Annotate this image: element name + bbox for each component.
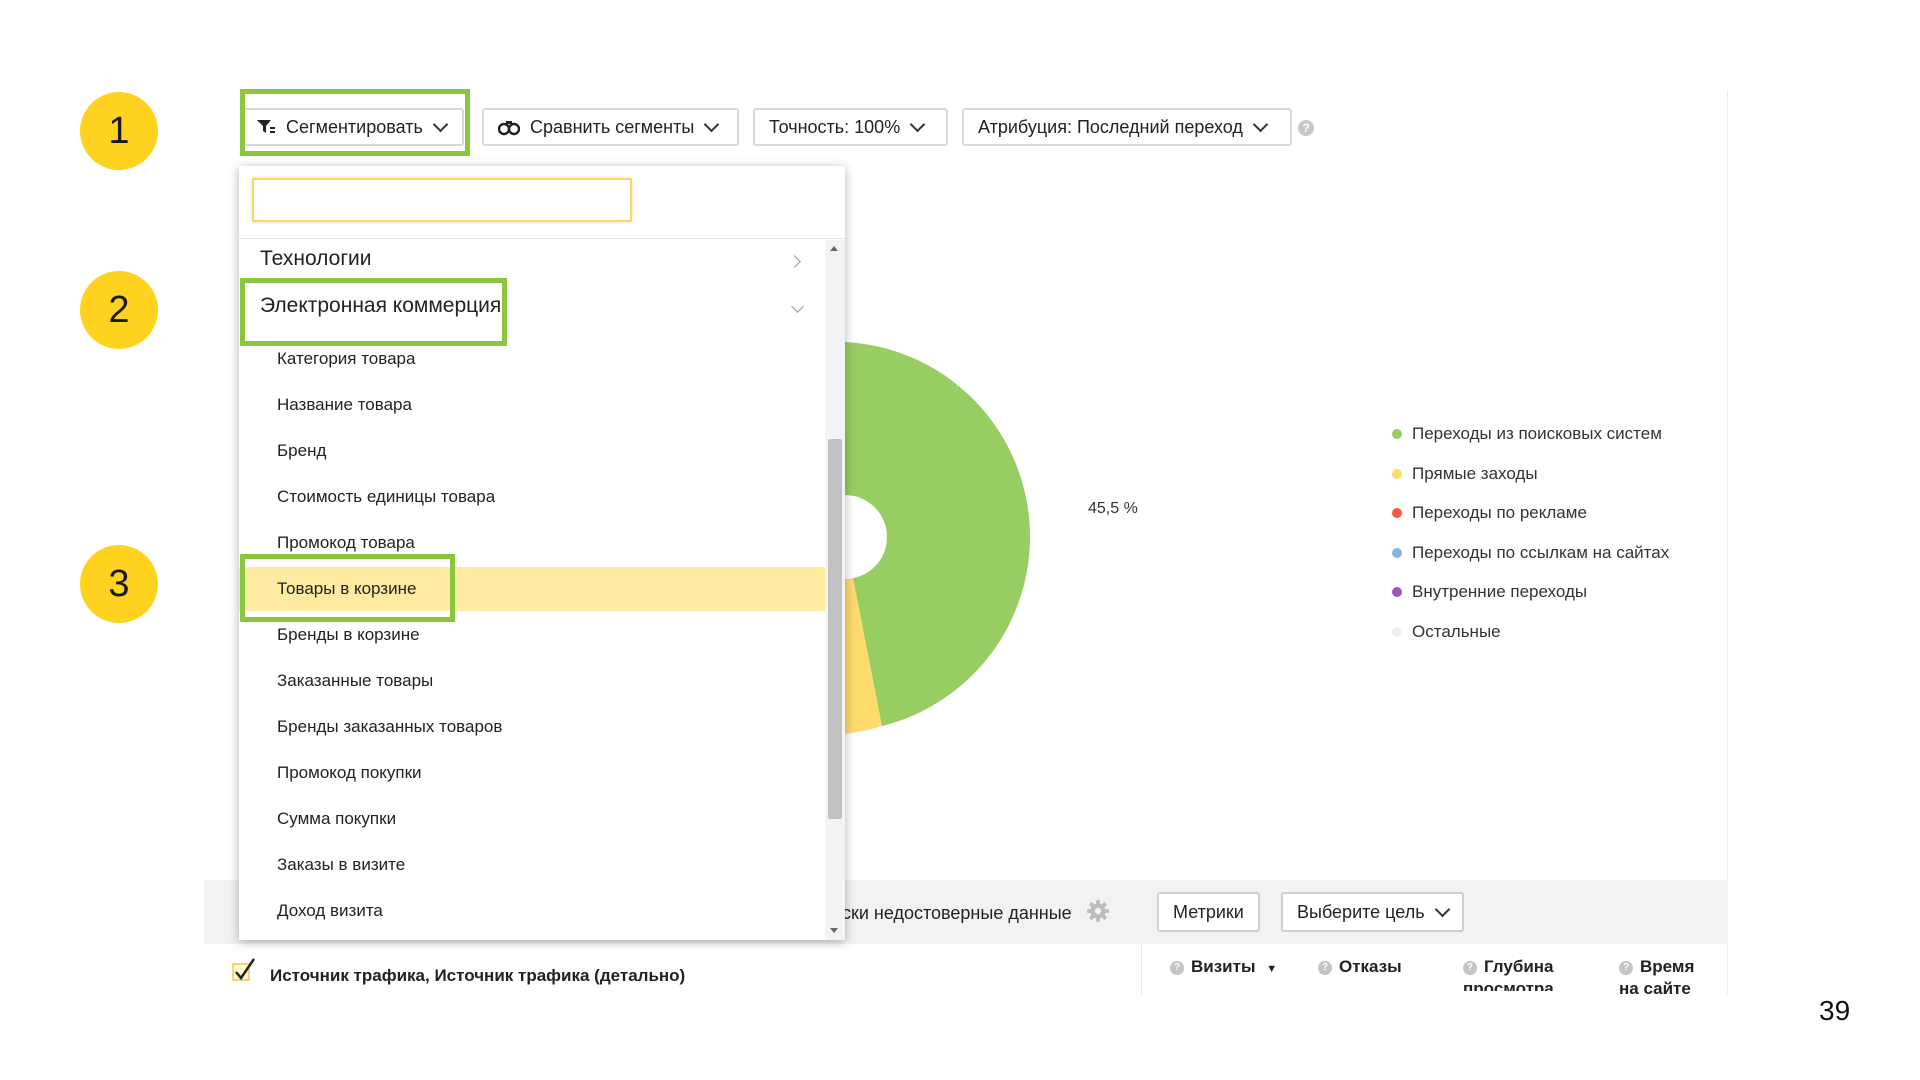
sort-desc-icon[interactable]: ▼ xyxy=(1266,963,1278,975)
goal-select[interactable]: Выберите цель xyxy=(1281,892,1464,932)
legend-dot xyxy=(1392,627,1402,637)
step-badge-2: 2 xyxy=(80,271,158,349)
dropdown-item[interactable]: Промокод товара xyxy=(277,533,415,552)
legend-item[interactable]: Переходы по ссылкам на сайтах xyxy=(1392,543,1669,563)
metrics-button[interactable]: Метрики xyxy=(1157,892,1260,932)
legend-item[interactable]: Внутренние переходы xyxy=(1392,582,1587,602)
dropdown-item[interactable]: Стоимость единицы товара xyxy=(277,487,496,506)
dropdown-item[interactable]: Заказы в визите xyxy=(277,855,406,874)
accuracy-dropdown[interactable]: Точность: 100% xyxy=(753,108,948,146)
dropdown-item[interactable]: Категория товара xyxy=(277,349,416,368)
chevron-down-icon xyxy=(909,116,926,132)
dropdown-item[interactable]: Промокод покупки xyxy=(277,763,422,782)
legend-dot xyxy=(1392,587,1402,597)
page-number: 39 xyxy=(1819,995,1851,1026)
dropdown-item[interactable]: Бренды заказанных товаров xyxy=(277,717,503,736)
dropdown-item[interactable]: Сумма покупки xyxy=(277,809,397,828)
help-icon[interactable]: ? xyxy=(1170,960,1184,975)
chevron-down-icon xyxy=(704,116,720,132)
help-icon[interactable]: ? xyxy=(1619,960,1633,975)
checkmark-icon[interactable] xyxy=(230,957,256,983)
compare-segments-button[interactable]: Сравнить сегменты xyxy=(482,108,739,146)
dropdown-item[interactable]: Бренды в корзине xyxy=(277,625,420,644)
attribution-dropdown[interactable]: Атрибуция: Последний переход xyxy=(962,108,1292,146)
chevron-right-icon xyxy=(788,255,801,268)
dropdown-item[interactable]: Название товара xyxy=(277,395,412,414)
legend-item[interactable]: Переходы по рекламе xyxy=(1392,503,1587,523)
dropdown-item[interactable]: Заказанные товары xyxy=(277,671,434,690)
help-icon[interactable]: ? xyxy=(1318,960,1332,975)
dropdown-divider xyxy=(239,238,845,239)
pie-slice-search xyxy=(845,342,1031,726)
legend-dot xyxy=(1392,548,1402,558)
chevron-down-icon xyxy=(1434,901,1450,917)
category-ecommerce[interactable]: Электронная коммерция xyxy=(260,294,502,317)
attribution-label: Атрибуция: Последний переход xyxy=(978,116,1243,137)
legend-dot xyxy=(1392,508,1402,518)
unreliable-data-text: ски недостоверные данные xyxy=(842,903,1072,923)
chevron-down-icon xyxy=(1252,116,1269,132)
gear-icon[interactable] xyxy=(1086,899,1110,923)
filter-icon xyxy=(257,120,275,133)
scroll-down-arrow-icon[interactable] xyxy=(830,928,838,933)
step-badge-3: 3 xyxy=(80,545,158,623)
segment-search-input[interactable] xyxy=(252,178,632,222)
dropdown-item[interactable]: Бренд xyxy=(277,441,327,460)
category-technologies[interactable]: Технологии xyxy=(260,247,372,270)
column-header-time[interactable]: ? Время на сайте xyxy=(1619,957,1695,998)
dropdown-item[interactable]: Доход визита xyxy=(277,901,383,920)
help-icon[interactable]: ? xyxy=(1463,960,1477,975)
help-icon[interactable]: ? xyxy=(1298,120,1314,136)
dropdown-scrollbar-thumb[interactable] xyxy=(828,439,842,819)
chevron-down-icon xyxy=(791,300,804,313)
column-header-depth[interactable]: ? Глубина просмотра xyxy=(1463,957,1554,991)
highlight-segment-button xyxy=(240,89,470,156)
legend-dot xyxy=(1392,429,1402,439)
legend-item[interactable]: Переходы из поисковых систем xyxy=(1392,424,1662,444)
segment-button[interactable]: Сегментировать xyxy=(240,108,464,146)
accuracy-label: Точность: 100% xyxy=(769,116,901,137)
compare-segments-label: Сравнить сегменты xyxy=(530,116,695,137)
pie-percent-label: 45,5 % xyxy=(1088,500,1138,517)
column-header-visits[interactable]: ? Визиты ▼ xyxy=(1170,956,1277,980)
step-badge-1: 1 xyxy=(80,92,158,170)
report-panel-border xyxy=(1727,90,1728,995)
segment-button-label: Сегментировать xyxy=(286,116,423,137)
column-divider xyxy=(1141,944,1142,994)
traffic-pie-chart xyxy=(820,342,1031,736)
legend-item[interactable]: Остальные xyxy=(1392,622,1501,642)
compare-icon xyxy=(498,121,520,136)
legend-item[interactable]: Прямые заходы xyxy=(1392,464,1538,484)
highlight-cart-items xyxy=(240,554,455,622)
grouping-label: Источник трафика, Источник трафика (дета… xyxy=(270,966,686,985)
column-header-bounces[interactable]: ? Отказы xyxy=(1318,956,1402,978)
legend-dot xyxy=(1392,469,1402,479)
segment-dropdown: Технологии Электронная коммерция Категор… xyxy=(239,166,845,940)
dropdown-item-selected[interactable]: Товары в корзине xyxy=(239,567,825,611)
highlight-ecommerce-category xyxy=(240,278,507,346)
scroll-up-arrow-icon[interactable] xyxy=(830,246,838,251)
